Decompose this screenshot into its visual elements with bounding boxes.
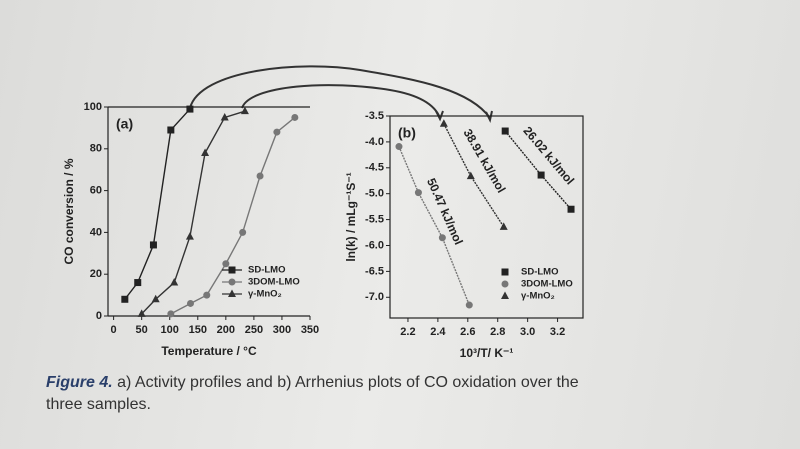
marker: [186, 299, 194, 307]
arrow-head: [485, 110, 493, 123]
series-line: [124, 108, 191, 300]
marker: [151, 294, 160, 303]
x-tick-label: 150: [189, 324, 207, 336]
legend-marker: [228, 266, 236, 274]
legend-marker: [501, 291, 509, 299]
marker: [201, 148, 210, 156]
marker: [167, 310, 175, 318]
legend-label: γ-MnO₂: [248, 289, 282, 300]
y-tick-label: -5.0: [365, 188, 384, 200]
caption-text: a) Activity profiles and b) Arrhenius pl…: [46, 374, 579, 413]
marker: [438, 234, 446, 242]
y-tick-label: 60: [90, 185, 102, 197]
marker: [137, 309, 146, 317]
marker: [149, 241, 157, 249]
marker: [256, 172, 264, 180]
y-tick-label: -5.5: [365, 213, 384, 225]
marker: [239, 228, 247, 236]
x-tick-label: 3.0: [520, 326, 535, 338]
x-tick-label: 300: [273, 324, 291, 336]
marker: [222, 260, 230, 268]
x-axis-title: Temperature / °C: [161, 344, 257, 358]
y-tick-label: 100: [84, 101, 102, 113]
x-tick-label: 100: [161, 324, 179, 336]
legend-marker: [501, 280, 509, 288]
legend-label: SD-LMO: [521, 267, 558, 278]
legend-label: γ-MnO₂: [521, 291, 555, 302]
arrow-head: [435, 110, 444, 122]
x-tick-label: 2.6: [460, 326, 475, 338]
marker: [439, 119, 448, 127]
x-tick-label: 50: [136, 324, 148, 336]
legend-marker: [501, 268, 509, 276]
marker: [167, 126, 175, 134]
x-axis-title: 10³/T/ K⁻¹: [460, 346, 514, 360]
annotation: 26.02 kJ/mol: [520, 124, 577, 188]
marker: [291, 113, 299, 121]
y-tick-label: -6.0: [365, 239, 384, 251]
x-tick-label: 3.2: [550, 326, 565, 338]
y-tick-label: 80: [90, 143, 102, 155]
marker: [240, 106, 249, 115]
panel-label: (b): [398, 125, 416, 141]
marker: [185, 232, 194, 240]
x-tick-label: 0: [111, 324, 117, 336]
marker: [501, 127, 509, 135]
legend-label: 3DOM-LMO: [521, 279, 573, 290]
legend-label: 3DOM-LMO: [248, 277, 300, 288]
plot-frame: [389, 115, 584, 319]
marker: [465, 301, 473, 309]
y-tick-label: -4.5: [365, 162, 384, 174]
x-tick-label: 2.8: [490, 326, 505, 338]
arrow: [189, 65, 491, 119]
marker: [170, 278, 179, 286]
legend-label: SD-LMO: [248, 265, 285, 276]
caption: Figure 4. a) Activity profiles and b) Ar…: [46, 372, 606, 416]
y-tick-label: -6.5: [365, 265, 384, 277]
marker: [273, 128, 281, 136]
annotation: 38.91 kJ/mol: [461, 127, 509, 196]
y-axis-title: ln(k) / mLg⁻¹S⁻¹: [344, 172, 358, 261]
x-tick-label: 2.4: [430, 326, 446, 338]
caption-label: Figure 4.: [46, 374, 113, 391]
y-tick-label: 0: [96, 310, 102, 322]
legend-marker: [228, 289, 236, 297]
x-tick-label: 350: [301, 324, 319, 336]
marker: [134, 279, 142, 287]
marker: [567, 205, 575, 213]
series-line: [398, 146, 470, 306]
marker: [203, 291, 211, 299]
legend-marker: [228, 278, 236, 286]
x-tick-label: 200: [217, 324, 235, 336]
arrow: [241, 84, 441, 119]
marker: [220, 112, 229, 121]
y-axis-title: CO conversion / %: [62, 158, 76, 264]
x-tick-label: 250: [245, 324, 263, 336]
y-tick-label: 20: [90, 268, 102, 280]
y-tick-label: -3.5: [365, 110, 384, 122]
x-tick-label: 2.2: [400, 326, 415, 338]
panel-label: (a): [116, 116, 133, 132]
y-tick-label: -4.0: [365, 136, 384, 148]
marker: [499, 222, 508, 230]
y-tick-label: 40: [90, 226, 102, 238]
marker: [537, 171, 545, 179]
marker: [466, 171, 475, 180]
marker: [414, 189, 422, 197]
y-tick-label: -7.0: [365, 291, 384, 303]
series-line: [504, 130, 572, 210]
marker: [121, 295, 129, 303]
marker: [395, 143, 403, 151]
marker: [186, 105, 194, 113]
